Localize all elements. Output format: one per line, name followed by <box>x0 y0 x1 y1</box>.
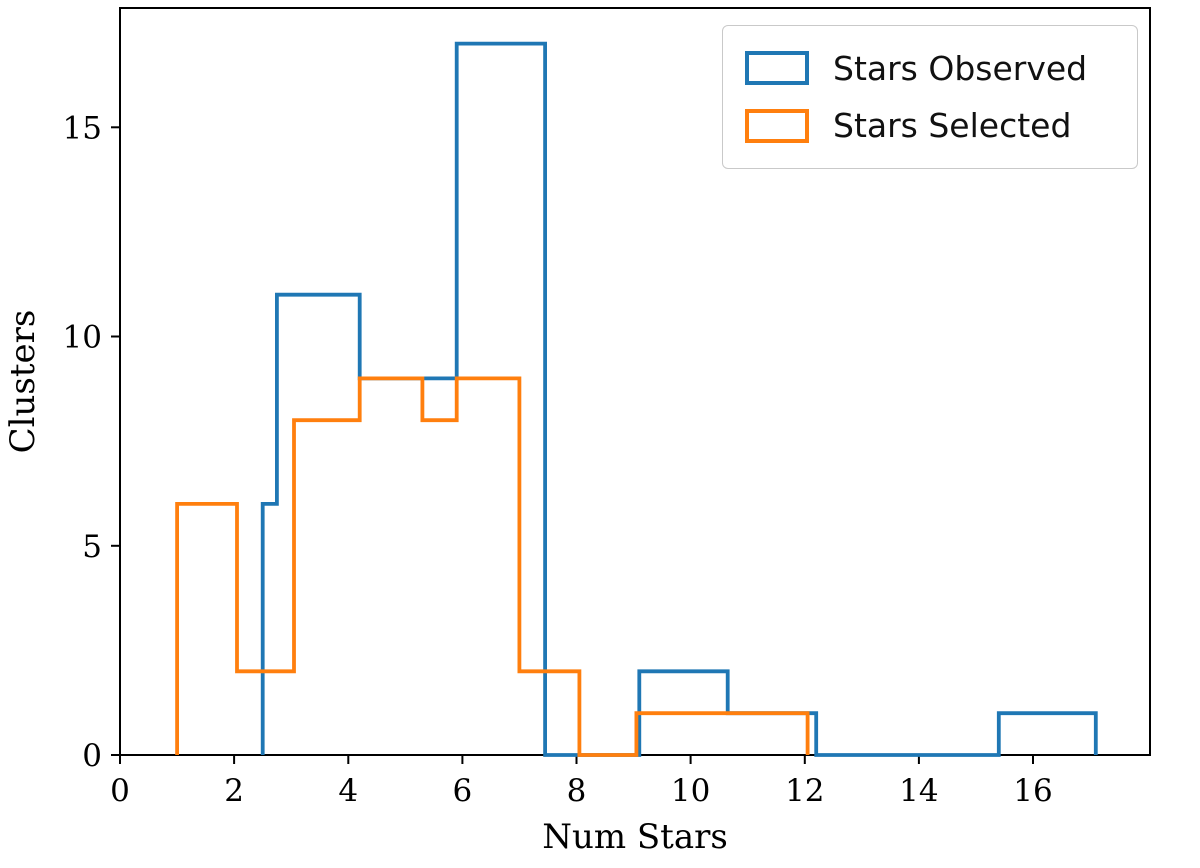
stars-observed-swatch <box>745 51 809 86</box>
series-stars-selected-line <box>175 376 810 757</box>
y-tick-label: 0 <box>82 738 102 774</box>
x-tick-label: 12 <box>785 773 824 809</box>
x-tick-label: 14 <box>899 773 938 809</box>
legend-box: Stars Observed Stars Selected <box>722 25 1138 169</box>
y-tick-label: 10 <box>63 320 102 356</box>
stars-selected-swatch <box>745 108 809 143</box>
x-tick-label: 0 <box>110 773 130 809</box>
x-tick-label: 16 <box>1013 773 1052 809</box>
x-tick-label: 6 <box>453 773 473 809</box>
x-tick-label: 8 <box>567 773 587 809</box>
x-tick-label: 10 <box>671 773 710 809</box>
x-axis-label: Num Stars <box>542 817 728 857</box>
legend-label-stars-observed: Stars Observed <box>833 48 1088 88</box>
legend-entry-stars-observed: Stars Observed <box>745 49 1127 88</box>
y-axis-label: Clusters <box>3 310 43 454</box>
y-tick-label: 5 <box>82 529 102 565</box>
legend-label-stars-selected: Stars Selected <box>833 106 1072 146</box>
x-tick-label: 4 <box>338 773 358 809</box>
y-tick-label: 15 <box>63 110 102 146</box>
legend-entry-stars-selected: Stars Selected <box>745 106 1127 145</box>
x-tick-label: 2 <box>224 773 244 809</box>
